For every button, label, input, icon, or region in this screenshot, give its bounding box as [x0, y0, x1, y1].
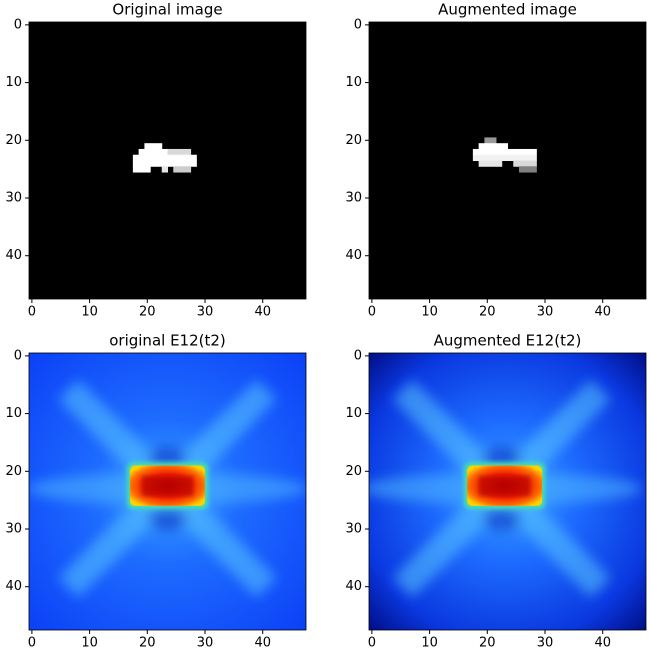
x-tick-label: 30 [197, 636, 214, 651]
image-pixel [472, 148, 537, 156]
y-tick-label: 0 [14, 17, 22, 32]
image-pixel [478, 160, 503, 167]
image-pixel [513, 160, 537, 167]
y-tick-label: 10 [5, 75, 22, 90]
x-tick-label: 0 [28, 305, 36, 320]
image-pixel [173, 166, 192, 173]
image-pixel [484, 137, 497, 144]
image [29, 22, 306, 299]
x-tick-label: 20 [479, 636, 496, 651]
axes-frame [368, 21, 647, 300]
field-core-inner [141, 475, 194, 497]
subplot-title: Augmented E12(t2) [434, 332, 582, 350]
axes-frame [28, 352, 307, 631]
y-tick-label: 30 [5, 522, 22, 537]
image [369, 353, 646, 630]
subplot-title: Original image [112, 1, 222, 19]
x-tick-label: 40 [594, 305, 611, 320]
subplot-title: original E12(t2) [109, 332, 226, 350]
y-tick-label: 40 [345, 579, 362, 594]
x-tick-label: 30 [537, 305, 554, 320]
image-pixel [478, 143, 508, 150]
image-pixel [132, 154, 197, 161]
x-tick-label: 20 [139, 636, 156, 651]
x-tick-label: 0 [368, 305, 376, 320]
x-tick-label: 0 [28, 636, 36, 651]
x-tick-label: 20 [479, 305, 496, 320]
subplot-title: Augmented image [438, 1, 577, 19]
x-tick-label: 40 [254, 636, 271, 651]
y-tick-label: 0 [354, 17, 362, 32]
x-tick-label: 40 [254, 305, 271, 320]
image [29, 353, 306, 630]
axes-frame [368, 352, 647, 631]
y-tick-label: 20 [345, 464, 362, 479]
y-tick-label: 0 [14, 348, 22, 363]
y-tick-label: 40 [345, 248, 362, 263]
y-tick-label: 30 [345, 191, 362, 206]
y-tick-label: 20 [5, 464, 22, 479]
x-tick-label: 0 [368, 636, 376, 651]
image-pixel [161, 166, 168, 173]
y-tick-label: 0 [354, 348, 362, 363]
field-dark [147, 506, 188, 531]
image-pixel [132, 166, 151, 173]
x-tick-label: 40 [594, 636, 611, 651]
image-pixel [472, 154, 537, 161]
x-tick-label: 10 [81, 305, 98, 320]
x-tick-label: 10 [81, 636, 98, 651]
x-tick-label: 10 [421, 305, 438, 320]
x-tick-label: 30 [197, 305, 214, 320]
image-pixel [144, 143, 163, 150]
y-tick-label: 40 [5, 579, 22, 594]
y-tick-label: 10 [345, 406, 362, 421]
y-tick-label: 30 [5, 191, 22, 206]
y-tick-label: 10 [345, 75, 362, 90]
x-tick-label: 30 [537, 636, 554, 651]
x-tick-label: 10 [421, 636, 438, 651]
image-pixel [167, 148, 192, 156]
y-tick-label: 20 [345, 133, 362, 148]
x-tick-label: 20 [139, 305, 156, 320]
y-tick-label: 10 [5, 406, 22, 421]
field-core-inner [478, 475, 531, 497]
image-pixel [138, 148, 168, 156]
axes-frame [28, 21, 307, 300]
image [369, 22, 646, 299]
field-dark [481, 506, 522, 531]
y-tick-label: 40 [5, 248, 22, 263]
y-tick-label: 30 [345, 522, 362, 537]
image-pixel [519, 166, 537, 173]
y-tick-label: 20 [5, 133, 22, 148]
image-pixel [132, 160, 197, 167]
